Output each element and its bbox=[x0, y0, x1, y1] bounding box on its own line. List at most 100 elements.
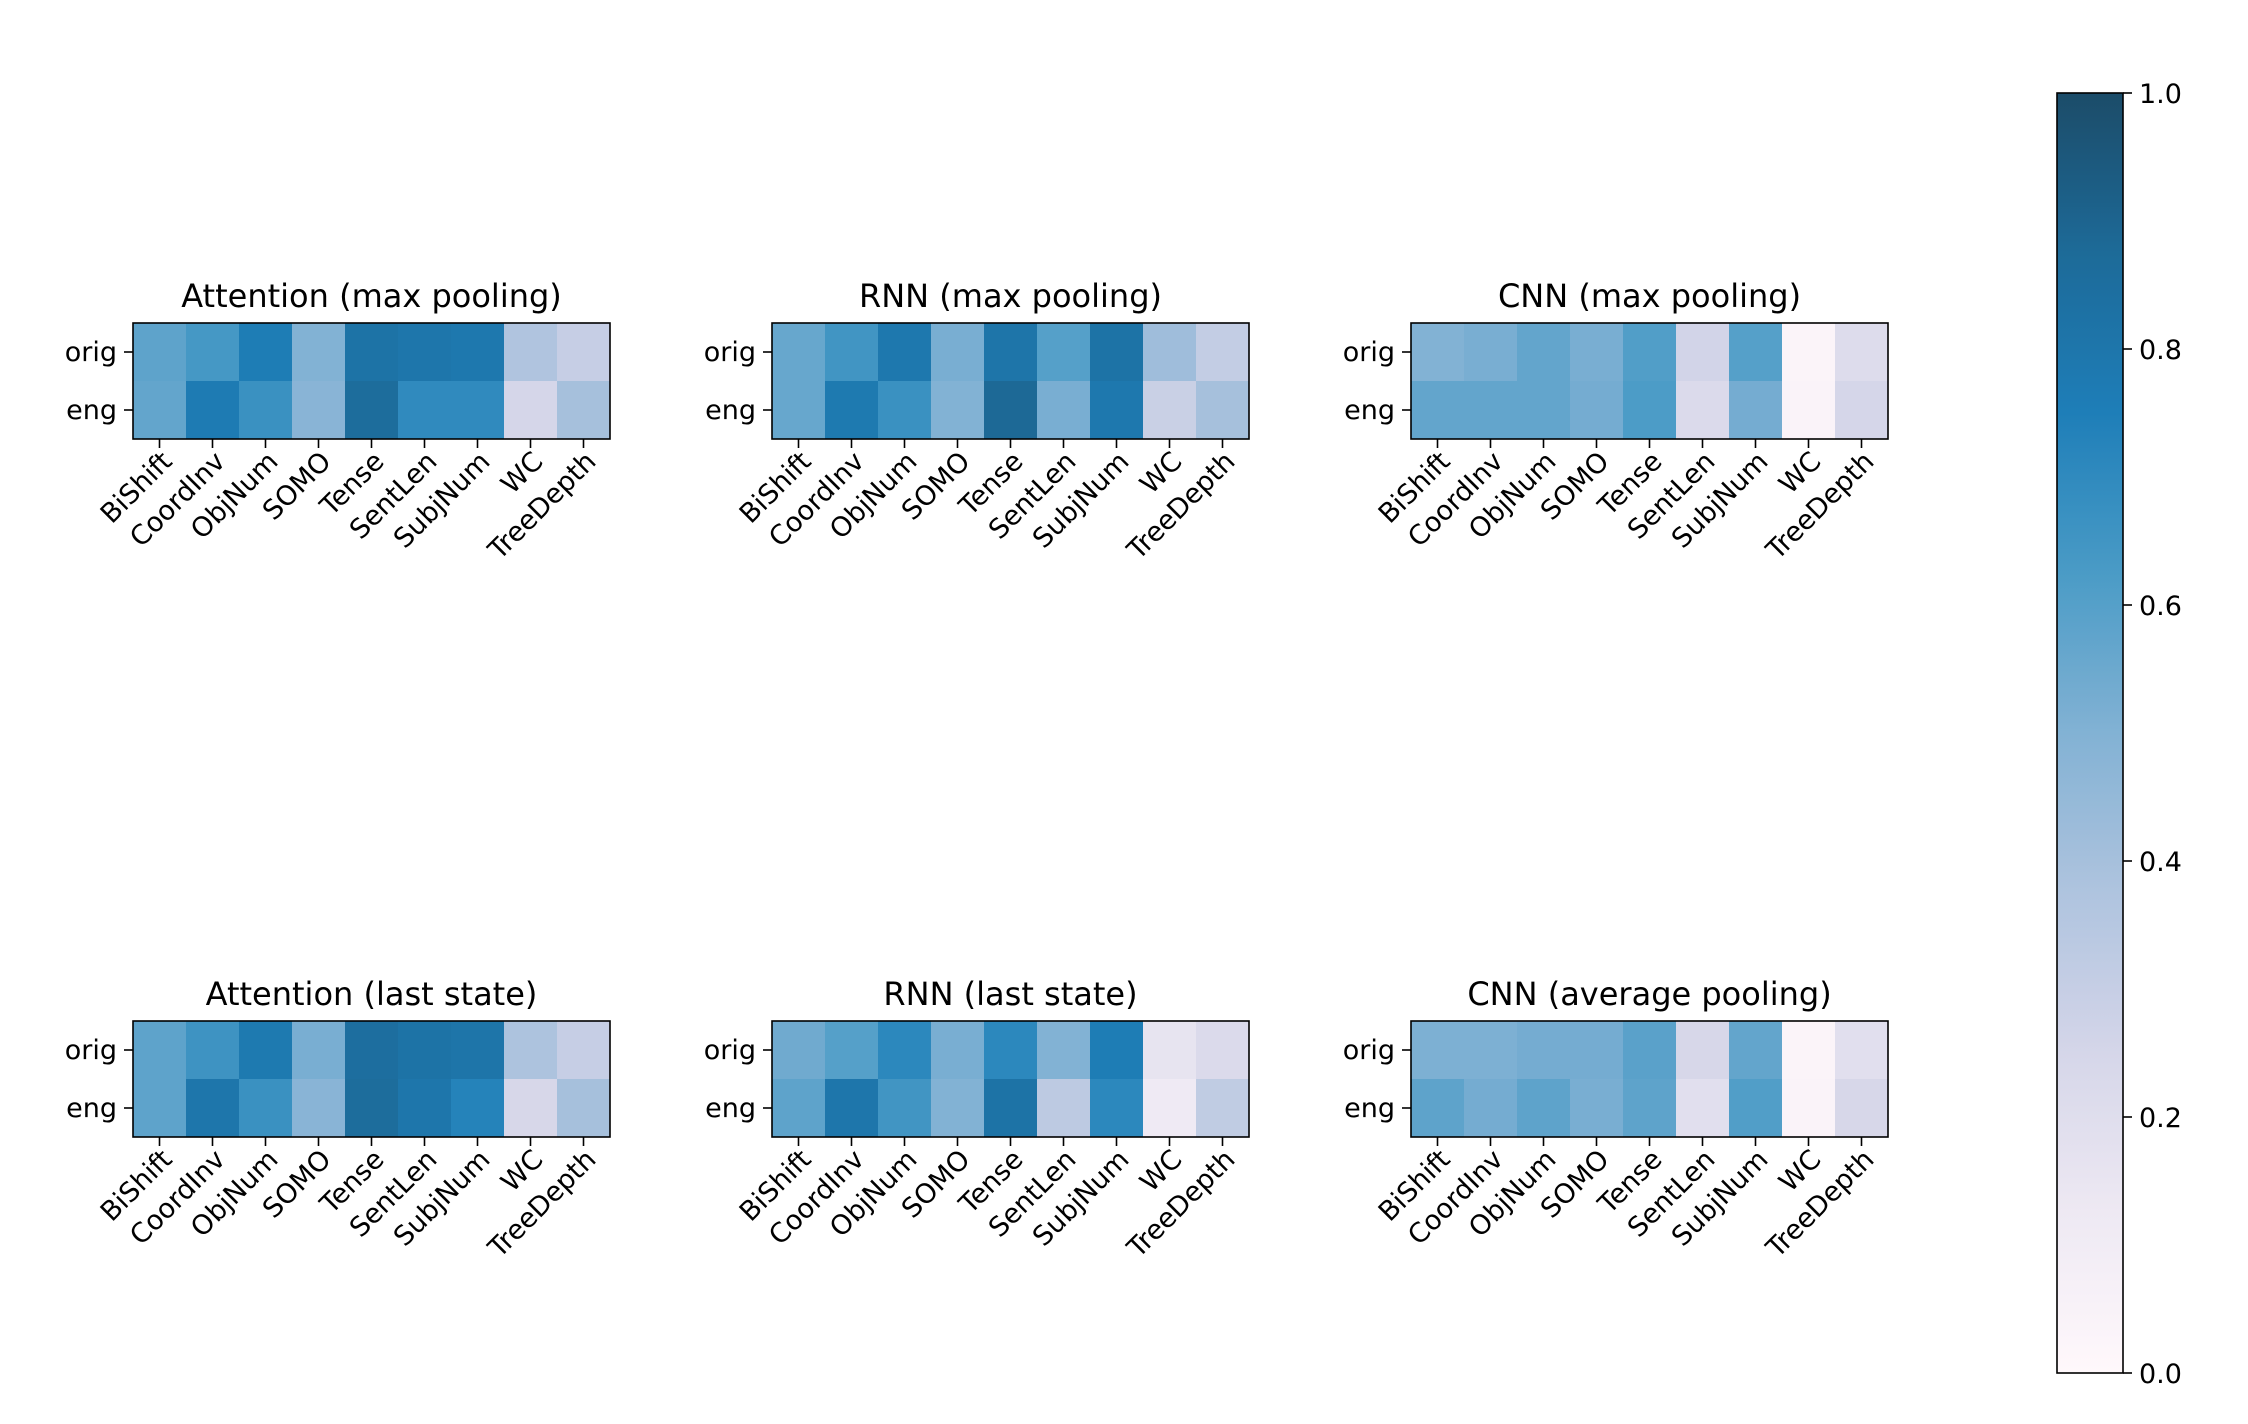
heatmap-cell-eng-wc bbox=[504, 381, 558, 440]
heatmap-cell-eng-somo bbox=[292, 381, 346, 440]
heatmap-cell-eng-bishift bbox=[133, 381, 187, 440]
heatmap-cell-eng-somo bbox=[1570, 1079, 1624, 1138]
heatmap-cell-eng-sentlen bbox=[398, 1079, 452, 1138]
heatmap-cell-eng-treedepth bbox=[1196, 381, 1250, 440]
heatmap-cell-orig-somo bbox=[1570, 1021, 1624, 1080]
heatmap-rnn-max-pooling: RNN (max pooling)origengBiShiftCoordInvO… bbox=[704, 277, 1250, 567]
y-tick-label-orig: orig bbox=[1343, 337, 1395, 368]
heatmap-cell-eng-subjnum bbox=[1729, 381, 1783, 440]
heatmap-cell-eng-treedepth bbox=[1835, 1079, 1889, 1138]
heatmap-cell-orig-subjnum bbox=[1729, 1021, 1783, 1080]
heatmap-cell-eng-somo bbox=[1570, 381, 1624, 440]
y-tick-label-eng: eng bbox=[66, 1093, 117, 1124]
heatmap-cell-orig-objnum bbox=[239, 1021, 293, 1080]
heatmap-attention-last-state: Attention (last state)origengBiShiftCoor… bbox=[65, 975, 611, 1265]
heatmap-cell-orig-coordinv bbox=[186, 1021, 240, 1080]
heatmap-cell-eng-wc bbox=[1782, 381, 1836, 440]
heatmap-cell-eng-bishift bbox=[772, 1079, 826, 1138]
heatmap-cell-orig-tense bbox=[984, 1021, 1038, 1080]
heatmap-cell-orig-somo bbox=[931, 323, 985, 382]
heatmap-cell-orig-wc bbox=[1782, 323, 1836, 382]
heatmap-cell-orig-sentlen bbox=[398, 323, 452, 382]
heatmap-cell-orig-somo bbox=[292, 323, 346, 382]
chart-title: RNN (max pooling) bbox=[859, 277, 1162, 315]
heatmap-cell-orig-bishift bbox=[1411, 323, 1465, 382]
heatmap-cell-eng-objnum bbox=[239, 381, 293, 440]
heatmap-attention-max-pooling: Attention (max pooling)origengBiShiftCoo… bbox=[65, 277, 611, 567]
heatmap-cell-eng-wc bbox=[1782, 1079, 1836, 1138]
heatmap-cell-orig-tense bbox=[1623, 1021, 1677, 1080]
heatmap-rnn-last-state: RNN (last state)origengBiShiftCoordInvOb… bbox=[704, 975, 1250, 1265]
chart-title: Attention (last state) bbox=[206, 975, 538, 1013]
heatmap-cell-eng-tense bbox=[1623, 381, 1677, 440]
colorbar-tick-label: 0.6 bbox=[2139, 591, 2182, 622]
y-tick-label-orig: orig bbox=[1343, 1035, 1395, 1066]
heatmap-cell-orig-bishift bbox=[1411, 1021, 1465, 1080]
heatmap-cell-orig-bishift bbox=[772, 1021, 826, 1080]
heatmap-cell-eng-subjnum bbox=[451, 1079, 505, 1138]
heatmap-cell-orig-treedepth bbox=[1835, 323, 1889, 382]
heatmap-cell-eng-coordinv bbox=[1464, 381, 1518, 440]
heatmap-cell-eng-subjnum bbox=[1729, 1079, 1783, 1138]
heatmap-cell-orig-coordinv bbox=[186, 323, 240, 382]
heatmap-cell-orig-tense bbox=[984, 323, 1038, 382]
heatmap-cell-eng-objnum bbox=[1517, 1079, 1571, 1138]
heatmap-cell-orig-subjnum bbox=[451, 1021, 505, 1080]
heatmap-cell-eng-objnum bbox=[239, 1079, 293, 1138]
heatmap-cell-orig-somo bbox=[931, 1021, 985, 1080]
heatmap-cell-eng-sentlen bbox=[1676, 1079, 1730, 1138]
heatmap-cell-orig-subjnum bbox=[1090, 1021, 1144, 1080]
colorbar-frame bbox=[2056, 92, 2124, 1374]
heatmap-cell-eng-tense bbox=[345, 381, 399, 440]
heatmap-cell-eng-tense bbox=[984, 381, 1038, 440]
heatmap-cell-orig-coordinv bbox=[1464, 323, 1518, 382]
heatmap-cell-eng-treedepth bbox=[557, 1079, 611, 1138]
heatmap-cell-eng-bishift bbox=[133, 1079, 187, 1138]
heatmap-cell-orig-subjnum bbox=[1090, 323, 1144, 382]
heatmap-cell-eng-subjnum bbox=[451, 381, 505, 440]
heatmap-cell-orig-sentlen bbox=[1037, 1021, 1091, 1080]
heatmap-cell-orig-subjnum bbox=[451, 323, 505, 382]
heatmap-cell-eng-wc bbox=[504, 1079, 558, 1138]
heatmap-panels: Attention (max pooling)origengBiShiftCoo… bbox=[65, 277, 1889, 1265]
heatmap-cell-eng-bishift bbox=[772, 381, 826, 440]
heatmap-cell-eng-objnum bbox=[1517, 381, 1571, 440]
heatmap-cell-eng-treedepth bbox=[1835, 381, 1889, 440]
heatmap-cell-orig-treedepth bbox=[557, 323, 611, 382]
heatmap-cell-eng-tense bbox=[345, 1079, 399, 1138]
heatmap-cell-orig-tense bbox=[345, 1021, 399, 1080]
heatmap-cell-eng-coordinv bbox=[1464, 1079, 1518, 1138]
heatmap-cell-eng-tense bbox=[1623, 1079, 1677, 1138]
heatmap-cell-orig-wc bbox=[504, 1021, 558, 1080]
y-tick-label-eng: eng bbox=[705, 395, 756, 426]
y-tick-label-orig: orig bbox=[704, 1035, 756, 1066]
heatmap-cell-eng-coordinv bbox=[825, 1079, 879, 1138]
heatmap-cell-orig-coordinv bbox=[825, 1021, 879, 1080]
heatmap-cell-eng-bishift bbox=[1411, 1079, 1465, 1138]
colorbar-tick-label: 0.2 bbox=[2139, 1103, 2182, 1134]
heatmap-cell-orig-sentlen bbox=[1676, 323, 1730, 382]
heatmap-cell-orig-subjnum bbox=[1729, 323, 1783, 382]
heatmap-cell-eng-treedepth bbox=[557, 381, 611, 440]
heatmap-cell-orig-treedepth bbox=[1196, 1021, 1250, 1080]
y-tick-label-orig: orig bbox=[65, 1035, 117, 1066]
heatmap-cell-orig-somo bbox=[1570, 323, 1624, 382]
heatmap-cell-eng-somo bbox=[292, 1079, 346, 1138]
heatmap-cell-orig-tense bbox=[345, 323, 399, 382]
heatmap-cell-eng-subjnum bbox=[1090, 381, 1144, 440]
heatmap-cell-eng-sentlen bbox=[1676, 381, 1730, 440]
heatmap-cell-orig-objnum bbox=[878, 1021, 932, 1080]
y-tick-label-orig: orig bbox=[65, 337, 117, 368]
heatmap-cell-eng-objnum bbox=[878, 381, 932, 440]
heatmap-cell-eng-sentlen bbox=[398, 381, 452, 440]
heatmap-cell-orig-sentlen bbox=[1676, 1021, 1730, 1080]
heatmap-cell-orig-tense bbox=[1623, 323, 1677, 382]
heatmap-cell-orig-bishift bbox=[772, 323, 826, 382]
heatmap-cell-eng-treedepth bbox=[1196, 1079, 1250, 1138]
colorbar-tick-label: 0.4 bbox=[2139, 847, 2182, 878]
y-tick-label-orig: orig bbox=[704, 337, 756, 368]
heatmap-cell-orig-coordinv bbox=[825, 323, 879, 382]
colorbar: 0.0 0.2 0.4 0.6 0.8 1.0 bbox=[2056, 79, 2182, 1390]
heatmap-cell-eng-bishift bbox=[1411, 381, 1465, 440]
